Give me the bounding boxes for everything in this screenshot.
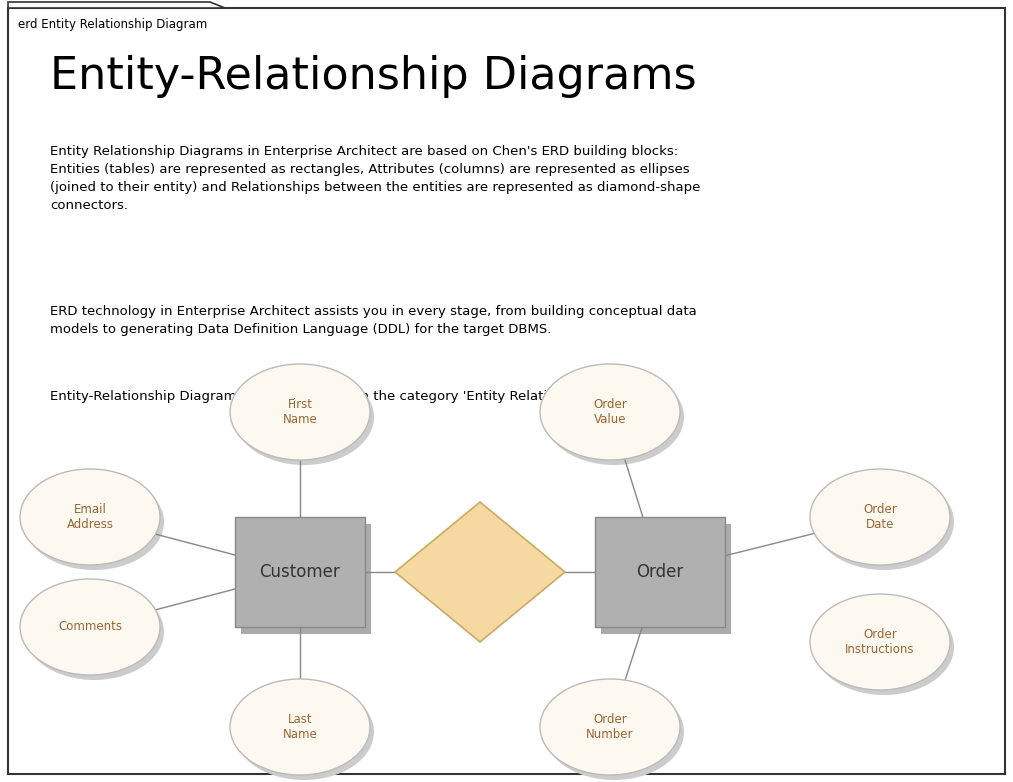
Ellipse shape xyxy=(20,469,160,565)
Ellipse shape xyxy=(544,369,684,465)
Text: Customer: Customer xyxy=(259,563,340,581)
Ellipse shape xyxy=(814,599,954,695)
Bar xyxy=(595,517,725,627)
Text: Order: Order xyxy=(636,563,684,581)
Ellipse shape xyxy=(234,684,374,780)
Text: Order
Number: Order Number xyxy=(587,713,634,741)
Text: First
Name: First Name xyxy=(283,398,317,426)
Text: Comments: Comments xyxy=(58,620,122,633)
Bar xyxy=(235,517,365,627)
Ellipse shape xyxy=(24,474,164,570)
Polygon shape xyxy=(395,502,565,642)
Ellipse shape xyxy=(540,364,680,460)
Text: Entity Relationship Diagrams in Enterprise Architect are based on Chen's ERD bui: Entity Relationship Diagrams in Enterpri… xyxy=(50,145,700,212)
Bar xyxy=(241,524,371,634)
Ellipse shape xyxy=(24,584,164,680)
Ellipse shape xyxy=(234,369,374,465)
Text: Order
Date: Order Date xyxy=(863,503,897,531)
Text: Entity-Relationship Diagrams: Entity-Relationship Diagrams xyxy=(50,55,697,98)
Ellipse shape xyxy=(230,364,370,460)
Ellipse shape xyxy=(540,679,680,775)
Text: Email
Address: Email Address xyxy=(67,503,113,531)
Text: Order
Instructions: Order Instructions xyxy=(845,628,915,656)
Text: erd Entity Relationship Diagram: erd Entity Relationship Diagram xyxy=(18,18,208,31)
Text: Last
Name: Last Name xyxy=(283,713,317,741)
Text: Entity-Relationship Diagrams are available from the category 'Entity Relationshi: Entity-Relationship Diagrams are availab… xyxy=(50,390,668,403)
Ellipse shape xyxy=(230,679,370,775)
Ellipse shape xyxy=(544,684,684,780)
Ellipse shape xyxy=(20,579,160,675)
Text: ERD technology in Enterprise Architect assists you in every stage, from building: ERD technology in Enterprise Architect a… xyxy=(50,305,697,336)
Text: Order
Value: Order Value xyxy=(594,398,627,426)
Ellipse shape xyxy=(810,469,950,565)
Ellipse shape xyxy=(810,594,950,690)
Polygon shape xyxy=(8,2,225,8)
Bar xyxy=(601,524,731,634)
Ellipse shape xyxy=(814,474,954,570)
